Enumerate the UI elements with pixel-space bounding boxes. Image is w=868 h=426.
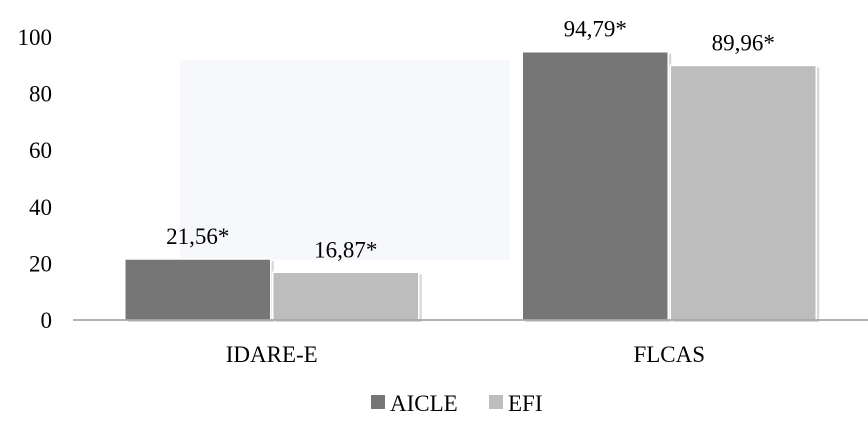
y-tick-label: 100 (18, 25, 53, 50)
y-tick-label: 40 (29, 195, 52, 220)
y-tick-label: 20 (29, 251, 52, 276)
data-labels: 21,56* 16,87* 94,79* 89,96* (166, 17, 775, 263)
legend-label-efi: EFI (508, 391, 543, 416)
data-label: 89,96* (712, 30, 775, 55)
legend-label-aicle: AICLE (390, 391, 458, 416)
y-tick-label: 0 (41, 308, 53, 333)
bar-efi-idare-e (272, 271, 420, 321)
bar-aicle-idare-e (124, 258, 272, 321)
x-axis-labels: IDARE-E FLCAS (226, 342, 705, 367)
bar-efi-flcas (669, 64, 817, 321)
plot-background-shadow (180, 60, 510, 260)
legend-swatch-aicle (371, 395, 385, 409)
legend-swatch-efi (489, 395, 503, 409)
y-tick-label: 60 (29, 138, 52, 163)
data-label: 21,56* (166, 224, 229, 249)
bars (124, 50, 820, 323)
data-label: 16,87* (314, 237, 377, 262)
y-tick-label: 80 (29, 82, 52, 107)
bar-aicle-flcas (521, 50, 669, 321)
x-tick-label: IDARE-E (226, 342, 318, 367)
y-axis-ticks: 0 20 40 60 80 100 (18, 25, 53, 333)
data-label: 94,79* (564, 17, 627, 42)
legend: AICLE EFI (371, 391, 543, 416)
x-tick-label: FLCAS (633, 342, 705, 367)
